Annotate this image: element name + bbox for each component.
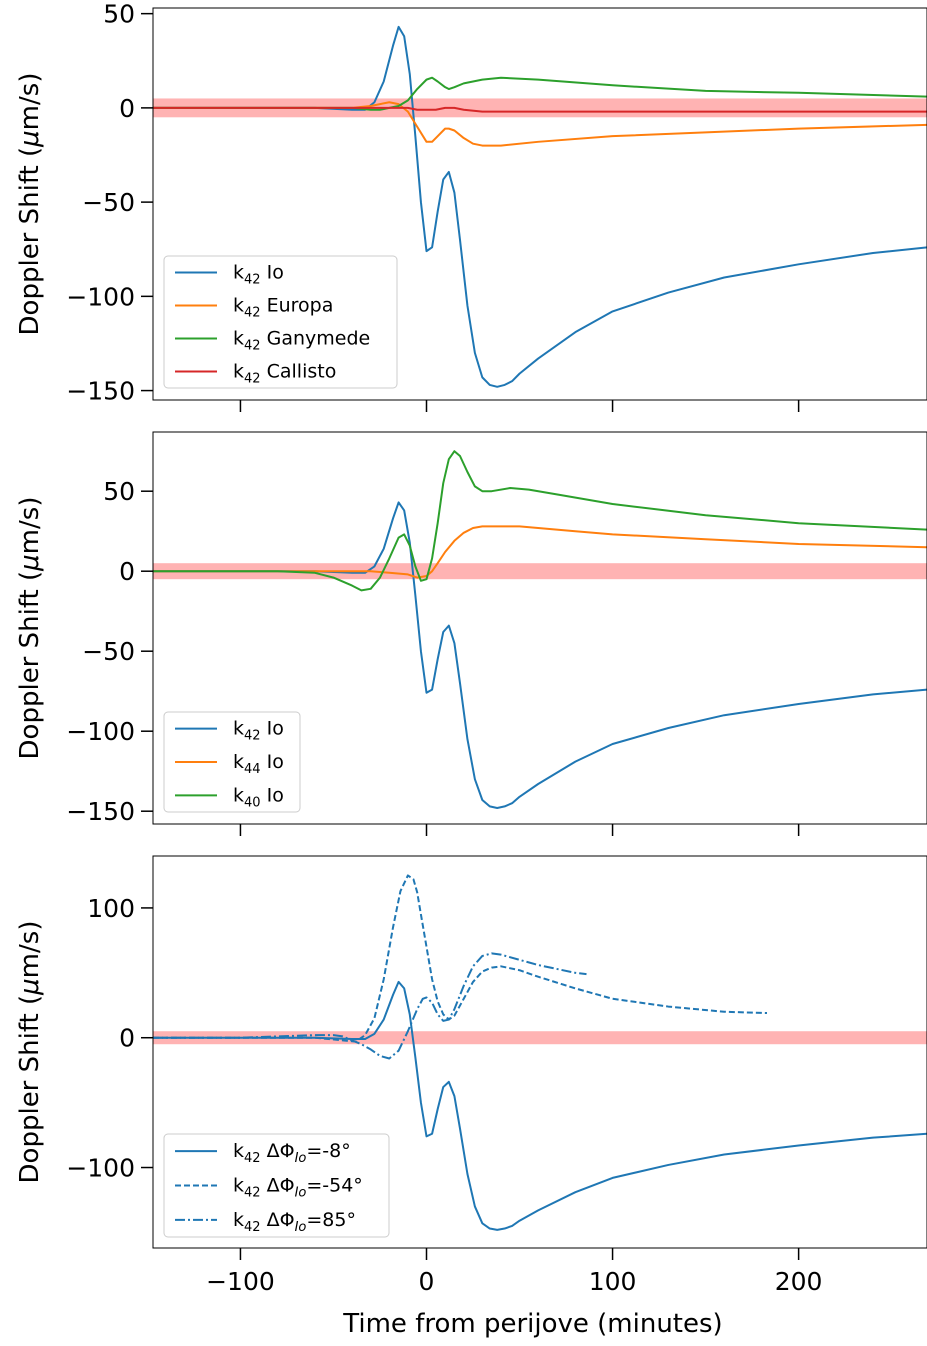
x-axis-label: Time from perijove (minutes) [342, 1309, 722, 1339]
y-tick-label: 50 [103, 0, 135, 29]
axes-frame [152, 431, 927, 825]
y-tick-label: −50 [82, 637, 135, 666]
y-tick-label: −150 [66, 797, 135, 826]
legend-entry: k42 Callisto [233, 361, 336, 387]
y-axis-label: Doppler Shift (μm/s) [15, 73, 45, 336]
x-tick-label: 100 [589, 1267, 637, 1296]
x-tick-label: 200 [775, 1267, 823, 1296]
legend: k42 ΔΦIo=-8° k42 ΔΦIo=-54° k42 ΔΦIo=85° [163, 1133, 390, 1238]
series-line-2 [153, 874, 768, 1043]
y-tick-label: −100 [66, 282, 135, 311]
legend-entry: k42 ΔΦIo=-8° [233, 1140, 351, 1166]
y-axis-label: Doppler Shift (μm/s) [15, 497, 45, 760]
legend-entry: k42 Io [233, 718, 284, 744]
legend-entry: k42 ΔΦIo=-54° [233, 1175, 363, 1201]
noise-band [153, 563, 927, 580]
legend: k42 Io k42 Europa k42 Ganymede k42 Callisto [163, 255, 398, 389]
y-tick-label: 0 [119, 94, 135, 123]
series-line-1 [153, 980, 927, 1231]
legend-entry: k42 ΔΦIo=85° [233, 1209, 356, 1235]
y-tick-label: 50 [103, 477, 135, 506]
y-tick-label: −150 [66, 377, 135, 406]
y-tick-label: 0 [119, 557, 135, 586]
y-tick-label: −50 [82, 188, 135, 217]
axes-frame [152, 855, 927, 1249]
panel-3: 100 0 −100 −100 0 100 200 Doppler Shift (μm/s) T… [15, 855, 927, 1339]
x-tick-label: 0 [419, 1267, 435, 1296]
y-tick-label: −100 [66, 1154, 135, 1183]
y-axis-label: Doppler Shift (μm/s) [15, 921, 45, 1184]
y-tick-label: −100 [66, 717, 135, 746]
legend-entry: k42 Io [233, 262, 284, 288]
legend-entry: k42 Europa [233, 295, 333, 321]
legend-entry: k40 Io [233, 784, 284, 810]
y-tick-label: 0 [119, 1024, 135, 1053]
panel-1: 50 0 −50 −100 −150 Doppler Shift (μm/s) k42 Io… [15, 0, 927, 412]
y-tick-label: 100 [87, 894, 135, 923]
legend: k42 Io k44 Io k40 Io [163, 711, 301, 813]
series-line-1 [153, 25, 927, 388]
series-line-4 [153, 106, 927, 113]
x-tick-label: −100 [206, 1267, 275, 1296]
series-line-1 [153, 501, 927, 809]
series-line-2 [153, 101, 927, 147]
legend-entry: k42 Ganymede [233, 328, 370, 354]
axes-frame [152, 7, 927, 401]
series-line-3 [153, 450, 927, 592]
legend-entry: k44 Io [233, 751, 284, 777]
series-line-3 [153, 952, 587, 1060]
panel-2: 50 0 −50 −100 −150 Doppler Shift (μm/s) k42 Io… [15, 431, 927, 836]
